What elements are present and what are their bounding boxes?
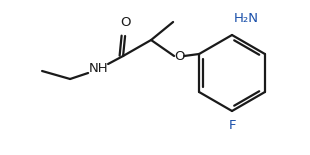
Text: H₂N: H₂N [234, 12, 259, 25]
Text: O: O [174, 49, 184, 62]
Text: F: F [228, 119, 236, 132]
Text: O: O [120, 16, 130, 29]
Text: NH: NH [88, 62, 108, 75]
